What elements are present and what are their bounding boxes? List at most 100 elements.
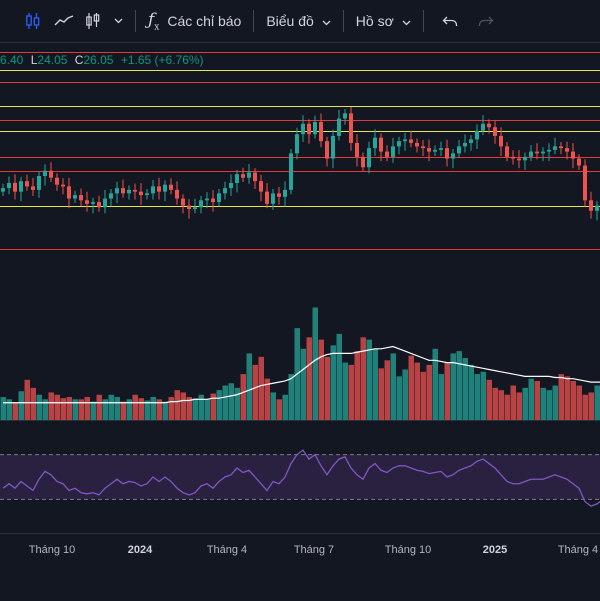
candle-body xyxy=(133,190,137,192)
candle-chart-type-icon[interactable] xyxy=(86,0,100,42)
volume-bar xyxy=(349,365,355,420)
volume-bar xyxy=(427,365,433,420)
candle-body xyxy=(271,193,275,203)
chart-menu-label: Biểu đồ xyxy=(266,13,313,29)
volume-bar xyxy=(121,402,127,420)
volume-bar xyxy=(163,402,169,420)
volume-bar xyxy=(343,363,349,420)
volume-bar xyxy=(109,395,115,420)
bar-chart-type-icon[interactable] xyxy=(26,0,40,42)
candle-body xyxy=(553,146,557,149)
candle-body xyxy=(25,181,29,186)
candle-body xyxy=(85,200,89,203)
volume-bar xyxy=(19,391,25,420)
candle-body xyxy=(91,202,95,204)
candle-body xyxy=(523,157,527,160)
candle-body xyxy=(475,131,479,140)
candle-body xyxy=(7,183,11,188)
volume-bar xyxy=(499,390,505,420)
candle-body xyxy=(439,148,443,150)
candle-body xyxy=(397,141,401,146)
candle-body xyxy=(571,152,575,159)
candle-body xyxy=(547,150,551,152)
volume-bar xyxy=(67,397,73,420)
candle-body xyxy=(403,139,407,141)
volume-bar xyxy=(25,380,31,420)
volume-bar xyxy=(457,351,463,420)
candle-body xyxy=(505,146,509,156)
volume-bar xyxy=(289,374,295,420)
volume-bar xyxy=(115,397,121,420)
candle-body xyxy=(205,199,209,201)
volume-bar xyxy=(193,398,199,420)
price-chart xyxy=(0,42,600,296)
candle-body xyxy=(151,186,155,193)
time-axis-tick: 2024 xyxy=(128,544,152,556)
undo-icon[interactable] xyxy=(440,0,460,42)
volume-bar xyxy=(91,402,97,420)
volume-bar xyxy=(175,390,181,420)
candle-body xyxy=(109,193,113,198)
volume-bar xyxy=(547,390,553,420)
candle-body xyxy=(199,200,203,207)
candle-body xyxy=(319,122,323,141)
volume-bar xyxy=(481,372,487,420)
candle-body xyxy=(433,150,437,152)
rsi-pane[interactable] xyxy=(0,421,600,533)
candle-body xyxy=(427,148,431,151)
volume-bar xyxy=(463,358,469,420)
volume-bar xyxy=(199,395,205,420)
candle-body xyxy=(115,188,119,193)
volume-bar xyxy=(391,353,397,420)
candle-body xyxy=(187,206,191,209)
candle-body xyxy=(481,124,485,131)
candle-body xyxy=(19,181,23,191)
volume-pane[interactable] xyxy=(0,296,600,421)
volume-bar xyxy=(403,369,409,420)
candle-body xyxy=(583,166,587,201)
chevron-down-icon xyxy=(402,13,411,29)
volume-bar xyxy=(307,337,313,420)
candle-body xyxy=(61,185,65,187)
volume-bar xyxy=(55,395,61,420)
volume-bar xyxy=(13,403,19,420)
volume-bar xyxy=(331,345,337,420)
volume-bar xyxy=(385,360,391,420)
candle-body xyxy=(535,152,539,154)
volume-bar xyxy=(535,381,541,420)
candle-body xyxy=(295,134,299,153)
candle-body xyxy=(1,188,5,191)
indicators-button[interactable]: ƒx Các chỉ báo xyxy=(148,0,241,42)
volume-bar xyxy=(511,386,517,420)
volume-bar xyxy=(169,397,175,420)
price-pane[interactable] xyxy=(0,42,600,296)
candle-body xyxy=(175,190,179,199)
volume-bar xyxy=(301,349,307,420)
volume-bar xyxy=(517,392,523,420)
redo-icon[interactable] xyxy=(476,0,496,42)
close-value: 26.05 xyxy=(83,53,113,67)
candle-body xyxy=(301,124,305,134)
volume-bar xyxy=(565,376,571,420)
candle-body xyxy=(325,141,329,158)
candle-body xyxy=(49,171,53,178)
chevron-down-icon[interactable] xyxy=(114,0,123,42)
profile-menu-button[interactable]: Hồ sơ xyxy=(356,0,411,42)
volume-bar xyxy=(421,372,427,420)
ohlc-legend: 6.40 L24.05 C26.05 +1.65 (+6.76%) xyxy=(0,53,204,67)
candle-body xyxy=(181,199,185,206)
candle-body xyxy=(211,199,215,202)
candle-body xyxy=(529,152,533,157)
volume-bar xyxy=(151,397,157,420)
volume-bar xyxy=(397,376,403,420)
volume-bar xyxy=(205,399,211,420)
line-chart-type-icon[interactable] xyxy=(54,0,74,42)
candle-body xyxy=(31,186,35,189)
volume-bar xyxy=(337,334,343,420)
candle-body xyxy=(361,157,365,167)
volume-bar xyxy=(139,398,145,420)
top-toolbar: ƒx Các chỉ báo Biểu đồ Hồ sơ xyxy=(0,0,600,43)
volume-bar xyxy=(367,340,373,420)
chart-menu-button[interactable]: Biểu đồ xyxy=(266,0,330,42)
